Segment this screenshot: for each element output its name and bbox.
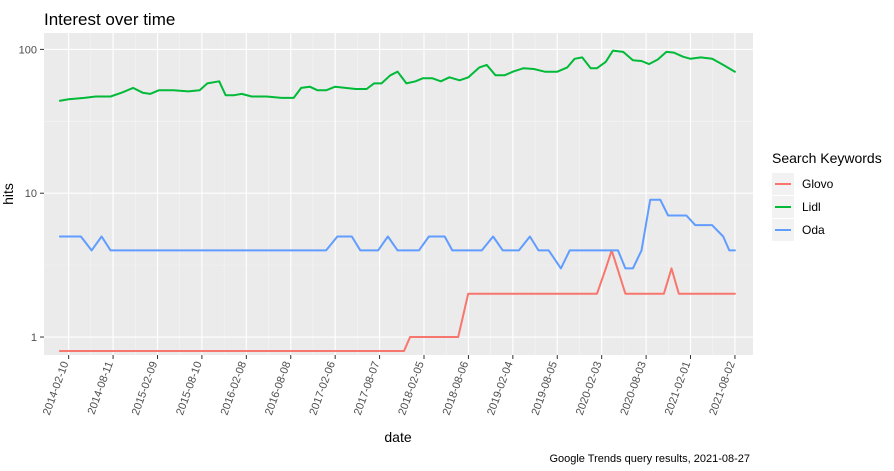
x-tick-label: 2020-08-03 [618,360,649,417]
y-axis-title: hits [0,183,16,205]
series-layer [58,49,736,352]
chart-caption: Google Trends query results, 2021-08-27 [549,453,750,465]
y-tick-label: 100 [19,44,37,56]
y-tick-label: 10 [25,188,37,200]
x-tick-label: 2021-02-01 [663,360,694,417]
x-axis-title: date [384,429,411,445]
x-tick-label: 2017-02-06 [307,360,338,417]
legend-label-lidl: Lidl [802,200,821,214]
grid-lines [44,33,753,355]
x-tick-label: 2019-02-04 [485,360,516,417]
x-tick-label: 2015-08-10 [174,360,205,417]
chart-title: Interest over time [44,10,175,29]
legend-label-glovo: Glovo [802,177,834,191]
legend-label-oda: Oda [802,223,825,237]
x-tick-label: 2020-02-03 [574,360,605,417]
x-tick-label: 2017-08-07 [352,360,383,417]
x-tick-label: 2018-08-06 [441,360,472,417]
legend-title: Search Keywords [772,150,882,166]
x-axis: 2014-02-10 2014-08-11 2015-02-09 2015-08-10… [41,355,738,417]
legend: Glovo Lidl Oda [772,173,834,241]
x-tick-label: 2021-08-02 [707,360,738,417]
y-tick-label: 1 [31,332,37,344]
x-tick-label: 2016-08-08 [263,360,294,417]
x-tick-label: 2015-02-09 [130,360,161,417]
series-line-glovo [58,249,736,352]
series-line-lidl [58,49,736,102]
x-tick-label: 2014-08-11 [86,360,116,416]
x-tick-label: 2019-08-05 [530,360,561,417]
x-tick-label: 2018-02-05 [396,360,427,417]
x-tick-label: 2016-02-08 [219,360,250,417]
plot-panel [44,33,753,355]
y-axis: 1 10 100 [19,44,44,344]
series-line-oda [58,198,736,270]
x-tick-label: 2014-02-10 [41,360,72,417]
